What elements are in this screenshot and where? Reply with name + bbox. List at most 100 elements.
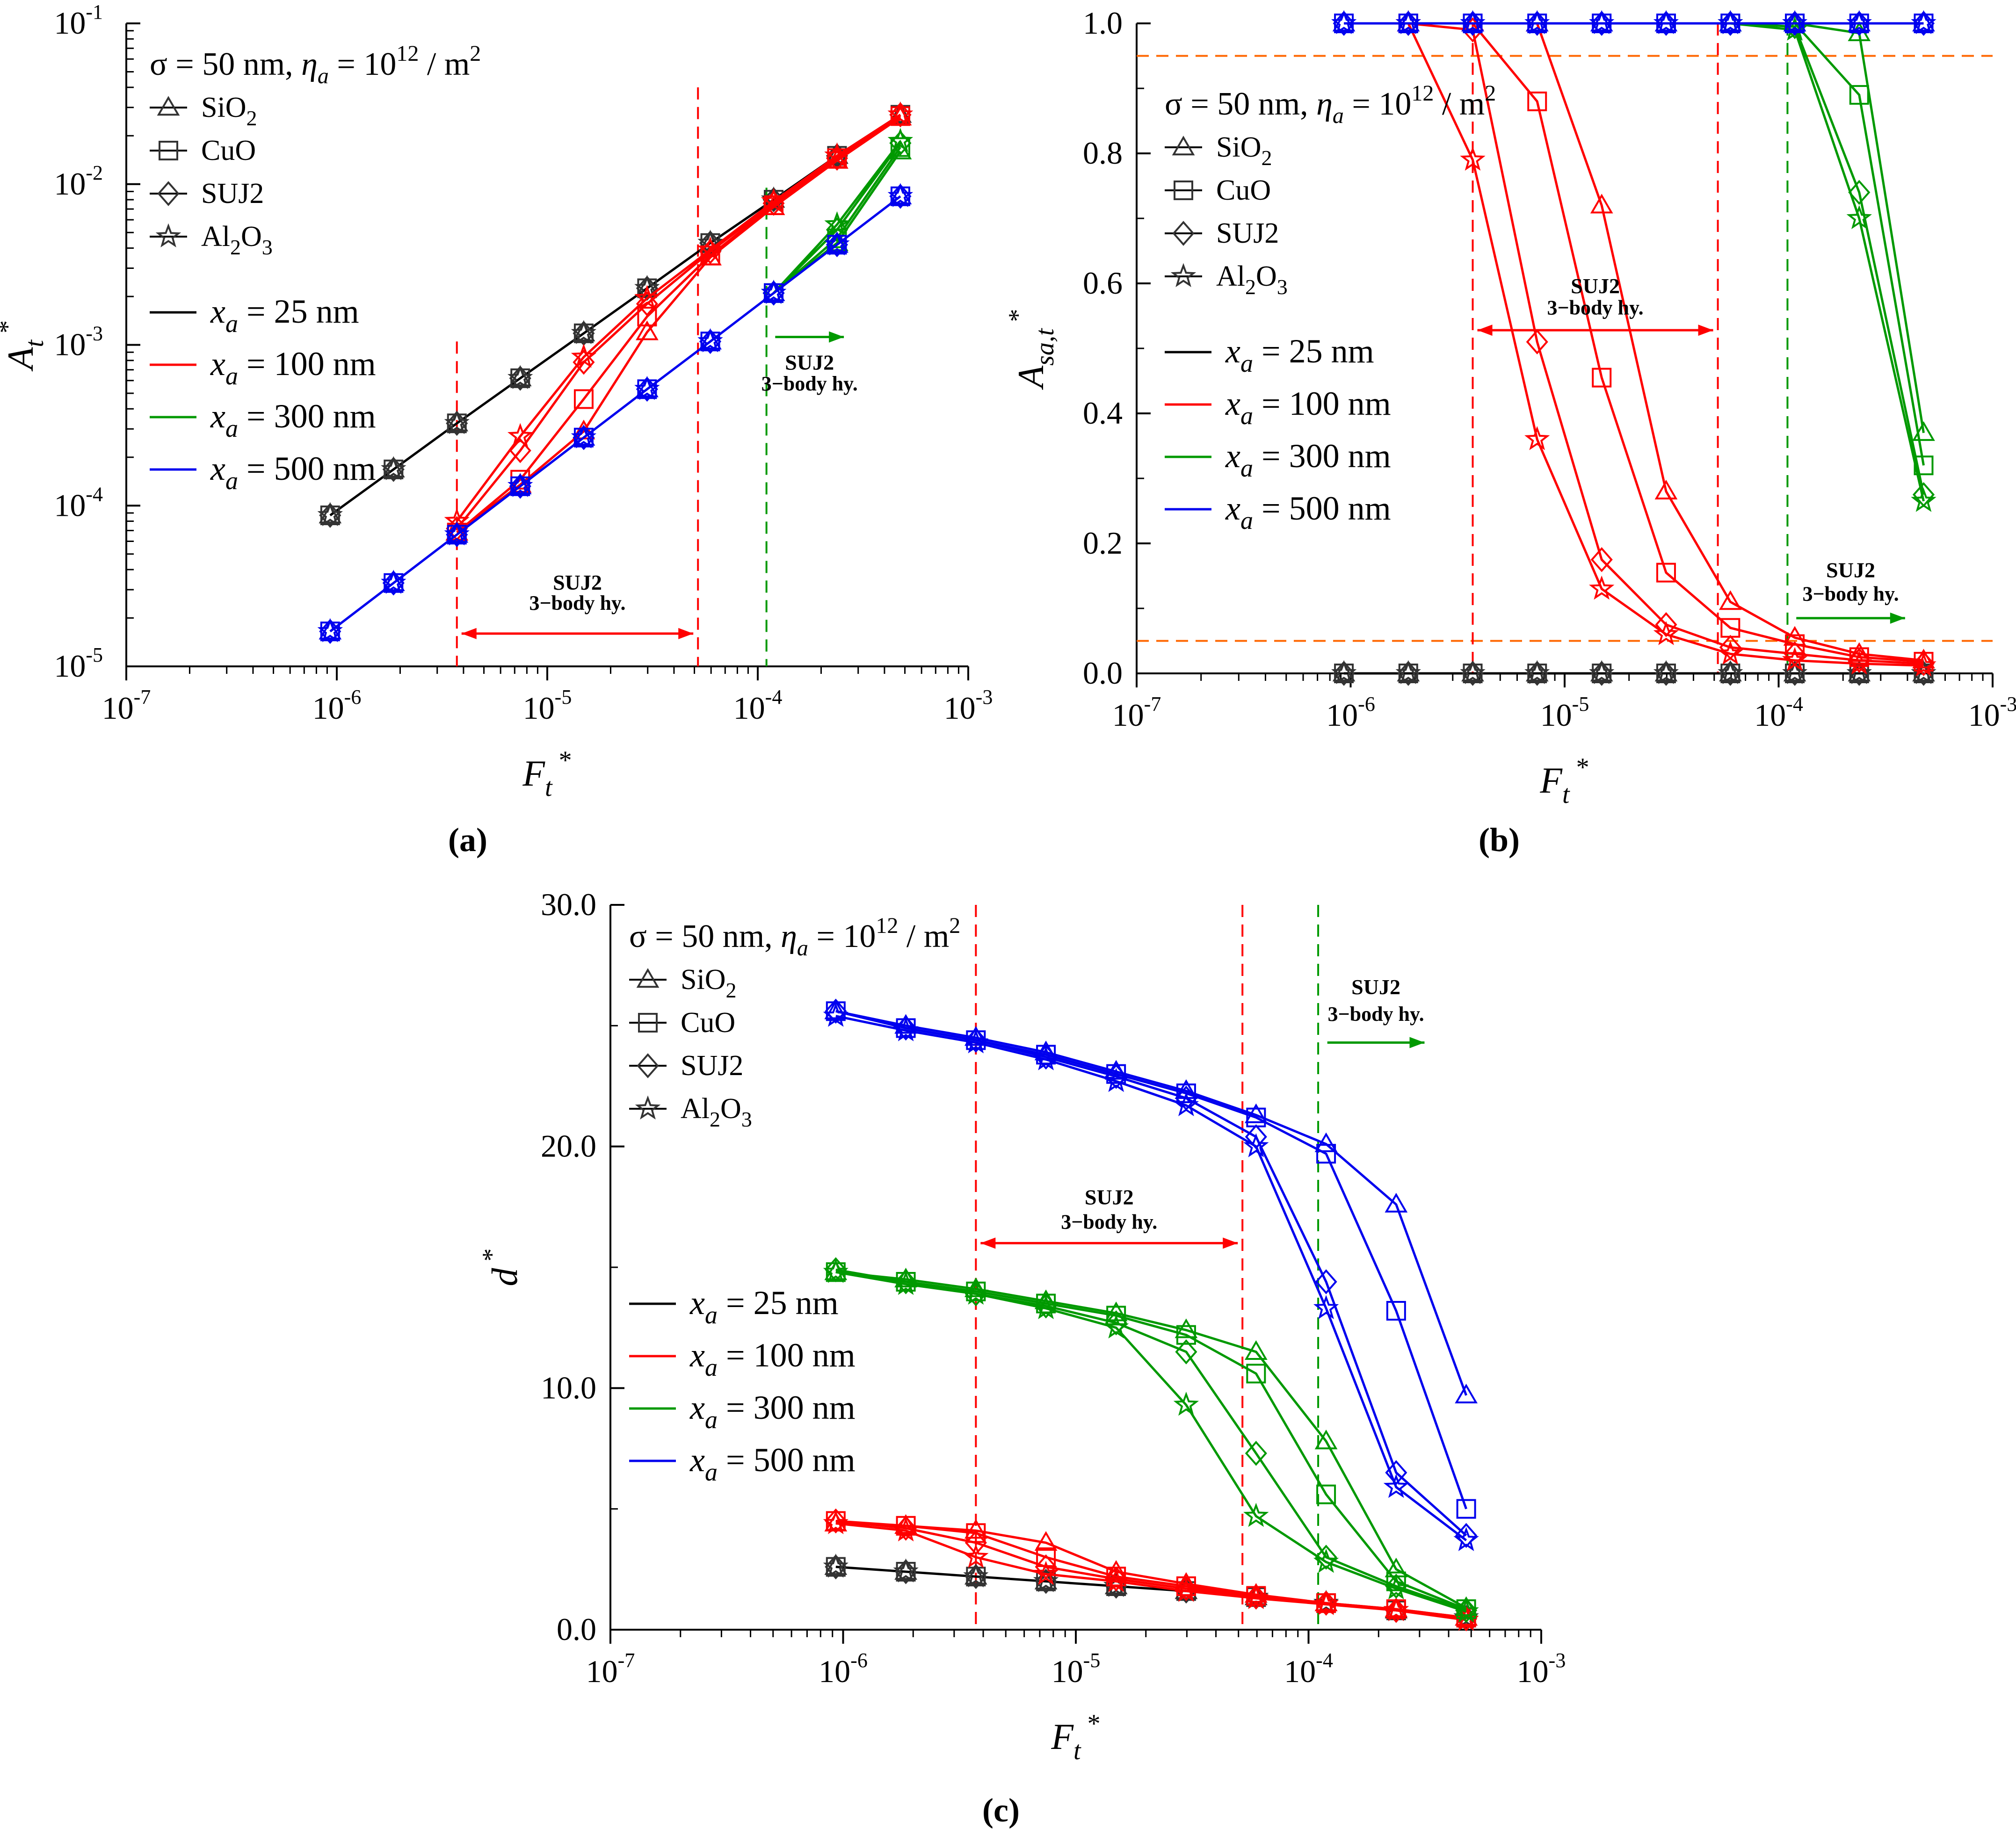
data-point [1654,12,1678,32]
data-point [894,1014,917,1034]
series-line [835,1010,1467,1396]
data-point [1461,12,1484,32]
data-point [889,130,912,156]
data-point [964,1027,987,1053]
data-point [1912,651,1935,676]
x-axis-label: Ft * [1539,753,1589,809]
data-point [571,343,597,368]
data-point [893,1017,919,1041]
data-point [319,620,342,640]
series-xa_100-SUJ2 [446,102,912,542]
data-point [887,101,914,126]
series-xa_300-SUJ2 [1719,11,1935,507]
x-tick-label: 10-7 [102,686,151,726]
data-point [1243,1585,1269,1610]
legend-material-label: CuO [681,1007,735,1039]
data-point [1782,660,1808,685]
legend-material-label: Al2O3 [681,1093,752,1131]
annotation-subtitle: 3−body hy. [1328,1003,1424,1026]
series-xa_100-Al2O3 [444,101,914,532]
data-point [1313,1295,1339,1320]
data-point [887,128,914,152]
data-point [1314,1132,1338,1152]
data-point [1244,1340,1268,1360]
data-point [1383,1474,1409,1498]
x-tick-label: 10-5 [1052,1649,1101,1689]
legend-material-label: SiO2 [201,92,257,130]
data-point [1846,205,1872,230]
data-point [1656,563,1676,583]
legend-series-label: xa = 100 nm [689,1336,856,1381]
data-point [1848,648,1871,673]
series-line [773,140,901,294]
data-point [893,1517,919,1542]
chart-panel-a: 10-7 10-6 10-5 10-4 10-3 10-5 10-4 10-3 10-2 10-1… [0,0,993,859]
legend-header: σ = 50 nm, ηa = 1012 / m2 [1165,81,1496,128]
data-point [1385,1192,1408,1213]
legend-series-label: xa = 100 nm [1225,385,1391,430]
data-point [1911,652,1936,677]
data-point [1453,1606,1479,1631]
x-tick-label: 10-4 [733,686,783,726]
arrowhead-icon [1409,1037,1425,1048]
x-tick-label: 10-5 [1540,693,1589,733]
y-tick-label: 20.0 [541,1128,596,1164]
data-point [1033,1568,1059,1592]
series-line [773,146,901,294]
data-point [964,1519,987,1539]
data-point [699,239,722,264]
data-point [317,502,343,527]
data-point [445,412,469,432]
data-point [894,1267,917,1288]
data-point [1033,1560,1059,1585]
y-tick-label: 0.2 [1083,525,1123,561]
data-point [1316,1144,1336,1164]
data-point [697,328,723,353]
legend-material-label: SUJ2 [201,178,264,209]
data-point [1397,662,1420,682]
y-axis-label: At * [0,320,49,372]
annotation-subtitle: 3−body hy. [1547,296,1644,319]
data-point [1524,426,1550,450]
data-point [887,183,914,207]
y-tick-label: 10-4 [54,483,103,523]
data-point [1849,85,1869,105]
y-axis-label-text: At * [0,320,49,372]
data-point [893,1558,919,1583]
legend-series-label: xa = 25 nm [210,293,359,338]
data-point [1453,1527,1479,1552]
legend-series-label: xa = 300 nm [210,397,376,442]
data-point [1315,1545,1337,1570]
data-point [317,618,343,643]
legend-header: σ = 50 nm, ηa = 1012 / m2 [150,41,481,88]
series-xa_25-all [1331,660,1936,686]
data-point [636,320,659,340]
data-point [1245,1441,1267,1466]
series-line [835,1010,1467,1510]
data-point [1719,662,1742,682]
y-axis-label-text: d * [477,1249,525,1286]
y-tick-label: 0.0 [1083,655,1123,691]
x-tick-label: 10-3 [1517,1649,1566,1689]
data-point [964,1565,987,1585]
data-point [1313,1548,1339,1573]
data-point [1332,662,1356,682]
annotation-title: SUJ2 [1826,558,1875,582]
y-tick-label: 10-3 [54,322,103,362]
series-line [1730,22,1925,466]
data-point [1314,1430,1338,1450]
data-point [963,1544,989,1568]
data-point [1718,660,1743,685]
series-xa_300-Al2O3 [823,1258,1479,1623]
data-point [1655,612,1677,637]
data-point [1313,1591,1339,1615]
series-line [835,1271,1467,1613]
data-point [1386,1301,1406,1321]
data-point [1395,660,1421,685]
data-point [825,1257,847,1282]
annotation-subtitle: 3−body hy. [761,372,858,395]
legend-material-label: CuO [201,135,256,166]
data-point [508,474,532,495]
